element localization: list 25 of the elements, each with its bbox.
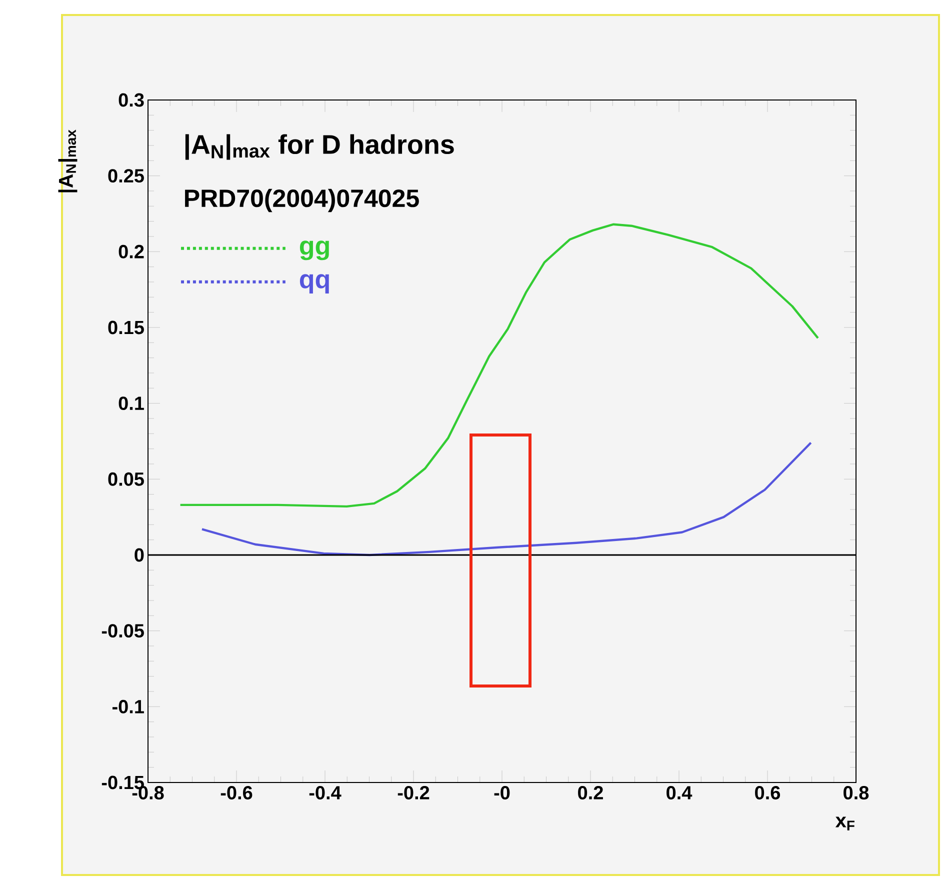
- y-tick-label: 0.3: [118, 93, 144, 107]
- y-tick-label: 0: [134, 548, 144, 562]
- x-axis-title: x$_{F}$: [835, 816, 854, 830]
- legend-label: gg: [300, 240, 329, 260]
- y-axis-title: |A$_{N}$|$_{max}$: [58, 130, 78, 192]
- text: PRD70(2004)074025: [185, 188, 419, 212]
- x-tick-label: -0.6: [220, 786, 252, 800]
- y-tick-label: 0.1: [118, 396, 144, 410]
- y-tick-label: 0.15: [108, 320, 144, 334]
- y-tick-label: 0.2: [118, 244, 144, 258]
- y-tick-label: 0.25: [108, 169, 144, 183]
- line-series: [179, 223, 820, 508]
- y-tick-label: 0.05: [108, 472, 144, 486]
- legend-label: qq: [300, 274, 329, 294]
- x-tick-label: -0: [494, 786, 510, 800]
- x-tick-label: -0.4: [309, 786, 342, 800]
- y-tick-label: -0.05: [102, 624, 144, 638]
- x-tick-label: 0.4: [666, 786, 692, 800]
- text: |A$_{N}$|$_{max}$ for D hadrons: [185, 134, 454, 160]
- x-tick-label: 0.8: [844, 786, 869, 800]
- x-tick-label: 0.2: [578, 786, 603, 800]
- x-tick-label: -0.2: [398, 786, 430, 800]
- y-tick-label: -0.1: [112, 700, 144, 714]
- x-tick-label: 0.6: [755, 786, 780, 800]
- line-series: [200, 442, 812, 556]
